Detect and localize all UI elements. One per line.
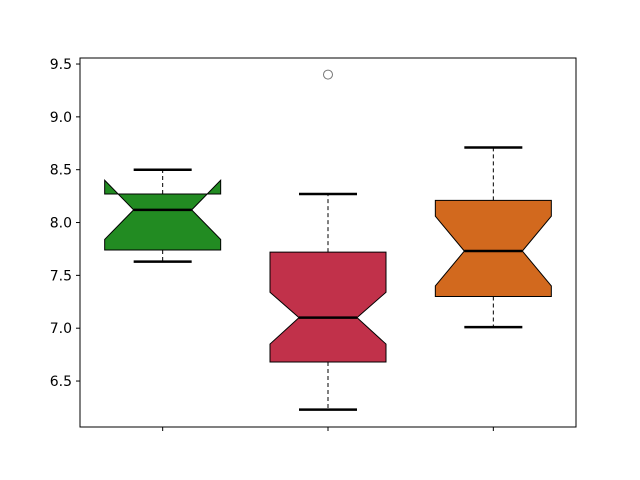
y-tick-label: 8.0 xyxy=(50,216,72,232)
notched-box xyxy=(434,199,552,297)
y-tick-label: 8.5 xyxy=(50,163,72,179)
notched-box xyxy=(104,179,222,251)
outlier-point xyxy=(323,69,333,80)
y-tick-label: 6.5 xyxy=(50,374,72,390)
y-tick-label: 9.5 xyxy=(50,57,72,73)
axes-frame xyxy=(79,57,577,428)
y-tick-label: 7.0 xyxy=(50,321,72,337)
y-tick-label: 9.0 xyxy=(50,110,72,126)
y-tick-label: 7.5 xyxy=(50,268,72,284)
notched-box xyxy=(269,251,387,363)
